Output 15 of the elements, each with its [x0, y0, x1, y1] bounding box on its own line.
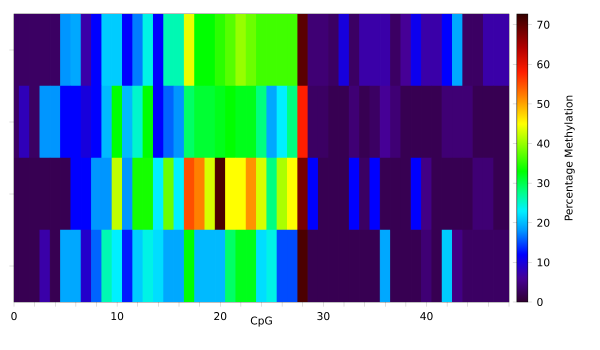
x-tick-label: 0: [11, 312, 17, 320]
x-axis-title: CpG: [250, 316, 272, 327]
color-bar-label: 60: [537, 60, 550, 68]
color-bar-label: 10: [538, 258, 550, 266]
x-tick-label: 20: [214, 312, 226, 320]
color-bar-title: Percentage Methylation: [564, 96, 575, 220]
color-bar-label: 30: [537, 179, 550, 188]
color-bar-label: 70: [537, 20, 550, 29]
x-tick-label: 40: [420, 312, 433, 320]
color-bar-label: 0: [537, 298, 543, 306]
color-bar-label: 20: [537, 218, 550, 227]
color-bar-label: 40: [537, 139, 550, 148]
x-tick-label: 10: [112, 312, 124, 320]
color-bar-label: 50: [537, 100, 550, 108]
x-tick-label: 30: [317, 312, 330, 320]
